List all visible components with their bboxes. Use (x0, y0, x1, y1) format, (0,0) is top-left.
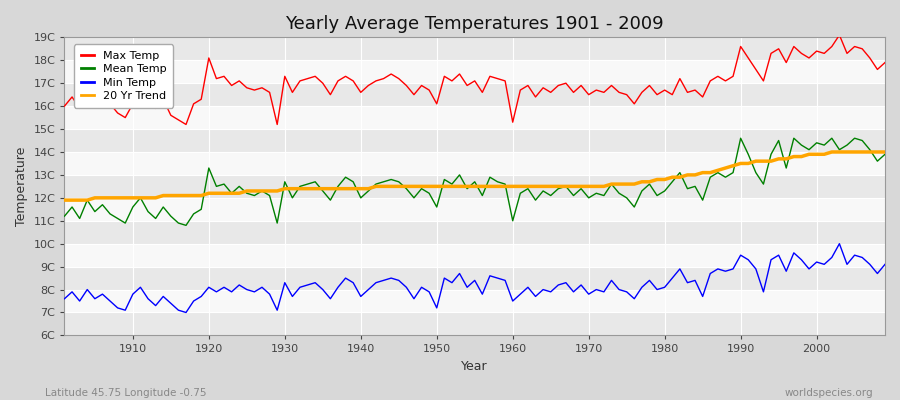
Bar (65, 129, 885, 152)
Bar (65, 83, 885, 106)
Title: Yearly Average Temperatures 1901 - 2009: Yearly Average Temperatures 1901 - 2009 (285, 15, 664, 33)
Bar (65, 198, 885, 221)
Bar (65, 290, 885, 312)
Y-axis label: Temperature: Temperature (15, 147, 28, 226)
Bar (65, 60, 885, 83)
Bar (65, 175, 885, 198)
Bar (65, 267, 885, 290)
Text: Latitude 45.75 Longitude -0.75: Latitude 45.75 Longitude -0.75 (45, 388, 206, 398)
X-axis label: Year: Year (462, 360, 488, 373)
Bar (65, 37, 885, 60)
Bar (65, 244, 885, 267)
Bar (65, 106, 885, 129)
Bar (65, 152, 885, 175)
Bar (65, 312, 885, 336)
Legend: Max Temp, Mean Temp, Min Temp, 20 Yr Trend: Max Temp, Mean Temp, Min Temp, 20 Yr Tre… (74, 44, 174, 108)
Text: worldspecies.org: worldspecies.org (785, 388, 873, 398)
Bar (65, 221, 885, 244)
